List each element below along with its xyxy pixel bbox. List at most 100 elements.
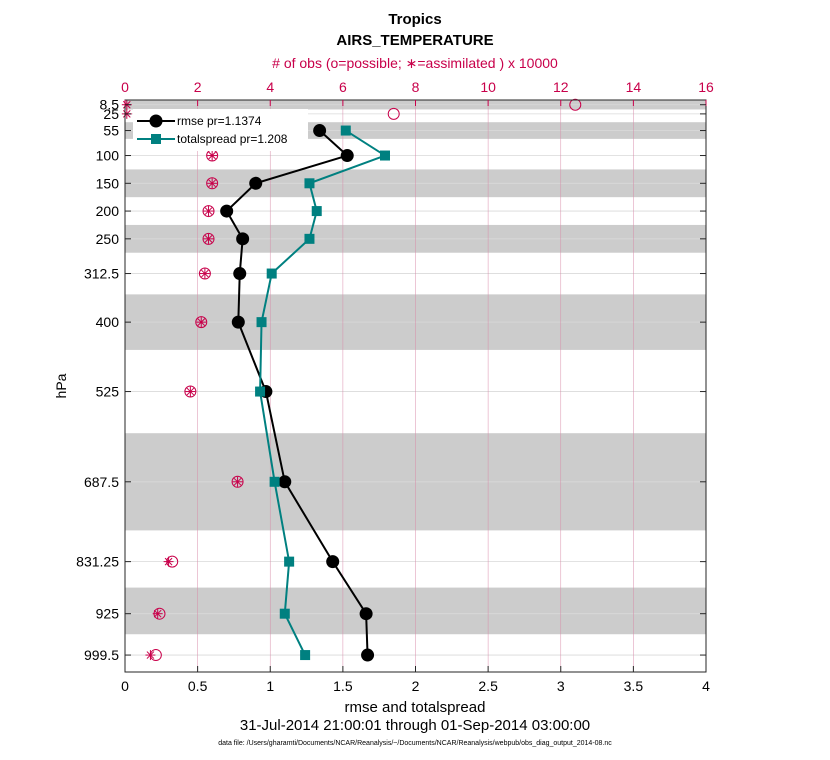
obs-assimilated-stroke [208,151,217,160]
y-tick-label: 400 [96,314,120,330]
obs-possible-marker [202,205,215,218]
legend-rmse-label: rmse pr=1.1374 [177,114,262,128]
y-tick-label: 925 [96,606,120,622]
rmse-line [225,129,369,656]
obs-assimilated-stroke [153,609,162,618]
obs-possible-marker [195,316,208,329]
data-file-footnote: data file: /Users/gharamti/Documents/NCA… [218,740,612,747]
rmse-point [326,555,340,569]
obs-assimilated-stroke [201,269,209,278]
obs-assimilated-stroke [186,387,195,396]
x-tick-label: 0 [121,678,129,694]
top-tick-label: 12 [553,79,569,95]
time-range: 31-Jul-2014 21:00:01 through 01-Sep-2014… [240,717,590,734]
obs-assimilated-marker [207,150,218,161]
totalspread-point [269,476,280,487]
rmse-point [249,176,263,190]
obs-assimilated-marker [145,650,156,661]
x-tick-label: 3.5 [624,678,644,694]
totalspread-line [259,129,388,656]
y-tick-label: 999.5 [84,647,119,663]
obs-possible-marker [569,98,582,111]
totalspread-point [340,125,351,136]
obs-assimilated-marker [196,317,207,328]
obs-assimilated-stroke [146,651,155,659]
obs-assimilated-marker [232,476,243,487]
obs-assimilated-stroke [208,179,217,188]
legend-rmse-marker [149,114,163,128]
x-tick-label: 1 [266,678,274,694]
obs-assimilated-marker [203,233,214,244]
x-tick-label: 4 [702,678,710,694]
x-tick-label: 1.5 [333,678,353,694]
totalspread-point [284,556,295,567]
obs-assimilated-marker [185,386,196,397]
rmse-point [359,607,373,621]
totalspread-point [300,650,311,661]
obs-assimilated-marker [207,178,218,189]
obs-assimilated-stroke [164,557,173,566]
x-tick-label: 0.5 [188,678,208,694]
chart-title: Tropics [388,11,441,28]
obs-assimilated-marker [203,206,214,217]
obs-possible-marker [198,267,211,280]
top-tick-label: 4 [266,79,274,95]
obs-possible-marker [184,385,197,398]
rmse-point [233,267,247,281]
obs-possible-marker [387,107,400,120]
obs-possible-marker [202,232,215,245]
top-axis-ticks: 0 2 4 6 8 10 12 14 16 [121,79,714,106]
rmse-point [340,149,354,163]
rmse-point [231,315,245,329]
x-tick-label: 2 [412,678,420,694]
obs-assimilated-marker [163,556,174,567]
x-axis-label: rmse and totalspread [345,699,486,716]
y-tick-label: 831.25 [76,554,119,570]
x-tick-label: 3 [557,678,565,694]
obs-possible-marker [206,177,219,190]
top-tick-label: 16 [698,79,714,95]
top-tick-label: 6 [339,79,347,95]
legend-totalspread-label: totalspread pr=1.208 [177,132,288,146]
rmse-point [361,648,375,662]
y-tick-label: 100 [96,148,120,164]
rmse-point [313,124,327,138]
y-tick-label: 525 [96,384,120,400]
totalspread-point [304,178,315,189]
y-tick-label: 200 [96,203,120,219]
totalspread-point [379,150,390,161]
top-tick-label: 2 [194,79,202,95]
y-tick-label: 150 [96,175,120,191]
y-tick-label: 250 [96,231,120,247]
obs-assimilated-stroke [233,477,242,486]
rmse-point [278,475,292,489]
obs-possible-marker [231,475,244,488]
totalspread-point [255,386,266,397]
chart-subtitle: AIRS_TEMPERATURE [336,32,493,49]
legend: rmse pr=1.1374 totalspread pr=1.208 [133,109,308,151]
obs-assimilated-stroke [204,234,213,243]
rmse-point [220,204,234,218]
top-tick-label: 0 [121,79,129,95]
obs-assimilated-stroke [204,207,213,215]
top-tick-label: 8 [412,79,420,95]
y-tick-label: 55 [103,123,119,139]
y-tick-label: 687.5 [84,474,119,490]
series-lines [220,124,390,662]
totalspread-point [311,206,322,217]
totalspread-point [279,608,290,619]
top-tick-label: 14 [626,79,642,95]
legend-totalspread-marker [151,134,161,144]
obs-assimilated-stroke [197,318,206,326]
totalspread-point [256,317,267,328]
obs-assimilated-marker [152,608,163,619]
y-tick-label: 25 [103,106,119,122]
top-axis-label: # of obs (o=possible; ∗=assimilated ) x … [272,55,558,71]
obs-assimilated-marker [199,268,210,279]
y-axis-label: hPa [53,373,69,398]
totalspread-point [304,233,315,244]
top-tick-label: 10 [480,79,496,95]
y-tick-label: 312.5 [84,266,119,282]
totalspread-point [266,268,277,279]
